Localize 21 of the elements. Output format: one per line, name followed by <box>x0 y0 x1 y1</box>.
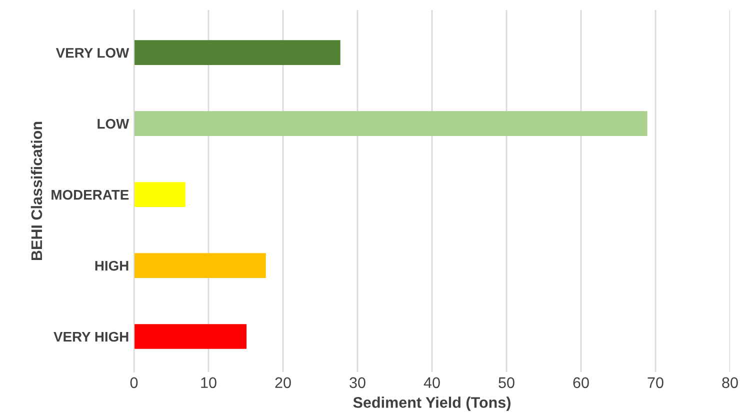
bar <box>134 253 266 278</box>
bar <box>134 182 186 207</box>
x-axis-title: Sediment Yield (Tons) <box>353 396 510 411</box>
x-tick-label: 40 <box>424 377 440 388</box>
x-tick-label: 70 <box>648 377 664 388</box>
x-tick-label: 0 <box>130 377 138 388</box>
x-tick-label: 80 <box>722 377 738 388</box>
x-tick-label: 60 <box>573 377 589 388</box>
y-tick-label: VERY LOW <box>56 48 130 58</box>
bar <box>134 111 648 136</box>
bar <box>134 40 340 66</box>
y-tick-label: VERY HIGH <box>54 332 128 342</box>
y-tick-label: MODERATE <box>52 190 129 200</box>
x-tick-label: 30 <box>350 377 366 388</box>
x-tick-label: 20 <box>275 377 291 388</box>
bar <box>134 324 246 349</box>
x-tick-label: 50 <box>498 377 514 388</box>
y-axis-title: BEHI Classification <box>30 122 42 260</box>
y-tick-label: LOW <box>98 118 130 129</box>
x-tick-label: 10 <box>201 377 216 388</box>
y-tick-label: HIGH <box>95 260 128 271</box>
